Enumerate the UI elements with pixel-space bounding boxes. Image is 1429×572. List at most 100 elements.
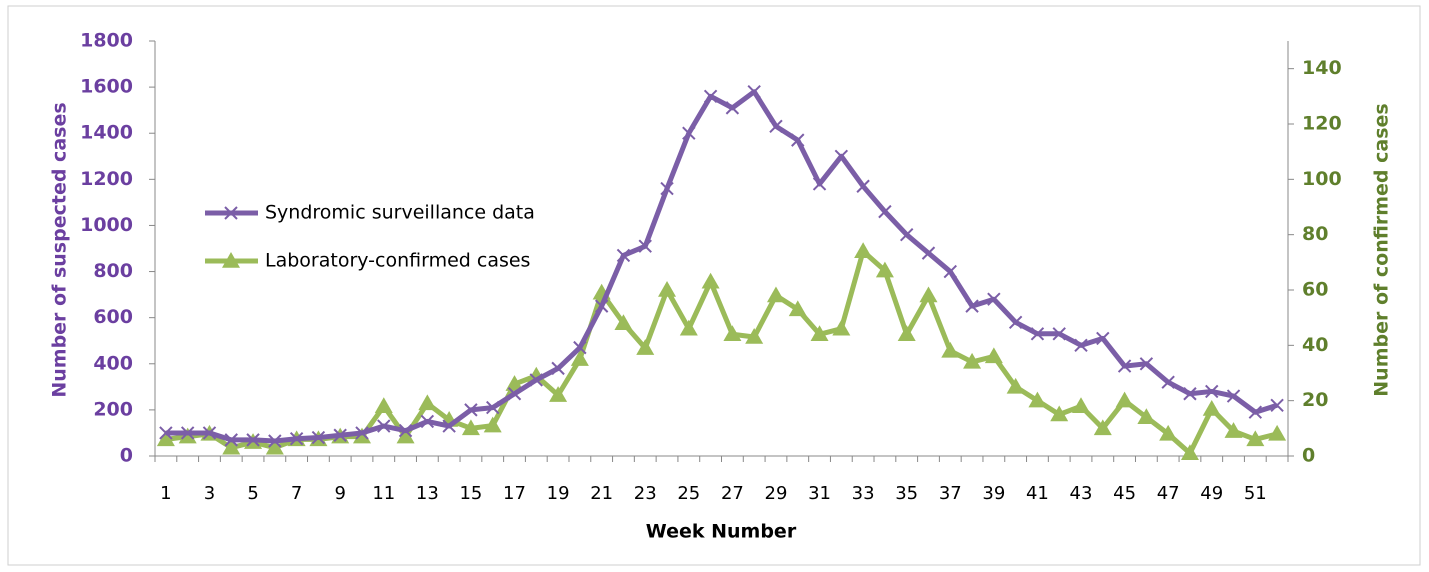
y2-tick-label: 0 (1302, 445, 1315, 467)
triangle-marker (832, 319, 851, 336)
y-tick-label: 1600 (80, 76, 133, 98)
triangle-marker (1159, 424, 1178, 441)
x-marker (333, 428, 347, 442)
y2-axis-label: Number of confirmed cases (1371, 103, 1393, 396)
x-marker (1052, 327, 1066, 341)
triangle-marker (1115, 391, 1134, 408)
y-tick-label: 400 (93, 352, 133, 374)
x-tick-label: 47 (1157, 483, 1180, 504)
x-marker (725, 101, 740, 115)
x-marker (747, 85, 761, 99)
triangle-marker (788, 300, 807, 317)
x-marker (289, 432, 304, 446)
y-tick-label: 1000 (80, 214, 133, 236)
x-marker (311, 430, 326, 445)
x-marker (1183, 387, 1197, 401)
y-tick-label: 200 (93, 398, 133, 420)
x-marker (943, 264, 957, 279)
triangle-marker (766, 286, 785, 303)
x-tick-label: 11 (372, 483, 395, 504)
x-marker (660, 181, 674, 196)
triangle-marker (810, 325, 829, 342)
triangle-marker (178, 427, 197, 444)
x-marker (856, 179, 870, 193)
triangle-marker (1137, 408, 1156, 425)
x-marker (551, 361, 565, 376)
x-tick-label: 5 (247, 483, 258, 504)
x-tick-label: 35 (895, 483, 918, 504)
x-marker (1270, 398, 1284, 412)
triangle-marker (1093, 419, 1112, 436)
x-tick-label: 25 (677, 483, 700, 504)
x-marker (1248, 405, 1263, 419)
x-marker (791, 133, 805, 147)
triangle-marker (1006, 377, 1025, 394)
x-marker (420, 414, 435, 429)
triangle-marker (483, 416, 502, 433)
x-marker (769, 119, 783, 134)
y2-tick-label: 80 (1302, 223, 1328, 245)
triangle-marker (1202, 399, 1221, 416)
y-tick-label: 1400 (80, 122, 133, 144)
legend-marker (222, 252, 240, 268)
triangle-marker (1180, 444, 1199, 460)
x-marker (987, 292, 1001, 306)
x-tick-label: 49 (1200, 483, 1223, 504)
x-tick-label: 29 (765, 483, 788, 504)
triangle-marker (723, 325, 742, 342)
x-tick-label: 9 (334, 483, 345, 504)
x-marker (1096, 331, 1110, 346)
y2-tick-label: 140 (1302, 57, 1342, 79)
x-marker (464, 403, 478, 417)
triangle-marker (505, 375, 524, 391)
x-marker (638, 239, 652, 253)
legend-label: Laboratory-confirmed cases (265, 250, 530, 272)
x-marker (224, 433, 238, 447)
triangle-marker (1050, 405, 1069, 422)
triangle-marker (570, 350, 589, 366)
triangle-marker (636, 339, 655, 355)
y2-tick-label: 100 (1302, 168, 1342, 190)
x-marker (616, 248, 631, 263)
x-marker (398, 423, 413, 438)
triangle-marker (745, 328, 764, 344)
y-tick-label: 0 (120, 445, 133, 467)
triangle-marker (1246, 430, 1265, 447)
series-line (165, 248, 1278, 456)
triangle-marker (156, 430, 175, 447)
x-marker (529, 373, 544, 387)
x-marker (486, 400, 500, 415)
triangle-marker (963, 352, 982, 369)
x-marker (180, 426, 195, 440)
triangle-marker (374, 397, 393, 413)
triangle-marker (875, 261, 894, 278)
x-marker (812, 177, 827, 191)
triangle-marker (418, 394, 437, 411)
y-tick-label: 800 (93, 260, 133, 282)
x-marker (1117, 359, 1132, 373)
triangle-marker (222, 438, 241, 455)
x-marker (1205, 384, 1219, 399)
triangle-marker (461, 419, 480, 436)
y2-tick-label: 120 (1302, 113, 1342, 135)
x-marker (878, 204, 892, 219)
x-marker (377, 419, 391, 433)
x-marker (246, 433, 260, 447)
triangle-marker (1028, 391, 1047, 408)
x-tick-label: 23 (634, 483, 657, 504)
x-axis-label: Week Number (646, 521, 797, 543)
x-marker (1161, 375, 1175, 389)
triangle-marker (984, 347, 1003, 364)
x-tick-label: 41 (1026, 483, 1049, 504)
x-tick-label: 39 (982, 483, 1005, 504)
x-marker (1139, 357, 1154, 371)
y2-tick-label: 40 (1302, 334, 1328, 356)
x-marker (965, 299, 979, 313)
triangle-marker (897, 325, 916, 342)
triangle-marker (265, 438, 284, 455)
triangle-marker (701, 272, 720, 289)
x-tick-label: 43 (1070, 483, 1093, 504)
y-tick-label: 600 (93, 306, 133, 328)
x-marker (159, 426, 173, 440)
